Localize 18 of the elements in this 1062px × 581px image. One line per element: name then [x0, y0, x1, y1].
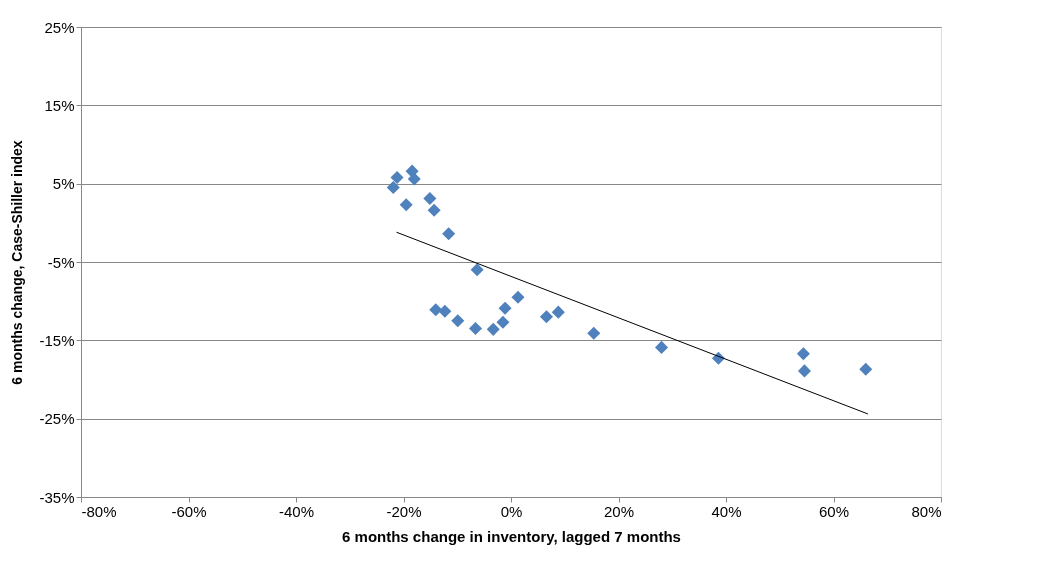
x-tick-label: 80%: [911, 502, 942, 520]
x-tick-label: 0%: [500, 502, 523, 520]
y-tick-label: 25%: [44, 18, 75, 36]
y-tick-label: -15%: [39, 331, 75, 349]
x-tick-label: 60%: [818, 502, 850, 520]
x-tick-label: -20%: [386, 502, 422, 520]
y-tick-label: -25%: [39, 410, 75, 428]
x-axis-title: 6 months change in inventory, lagged 7 months: [342, 527, 681, 545]
y-tick-label: 5%: [52, 175, 75, 193]
y-tick-label: -5%: [47, 253, 75, 271]
x-tick-label: 20%: [603, 502, 635, 520]
x-tick-label: 40%: [711, 502, 742, 520]
x-tick-label: -60%: [171, 502, 207, 520]
x-tick-label: -80%: [81, 502, 117, 520]
y-tick-label: 15%: [44, 96, 75, 114]
y-tick-label: -35%: [39, 488, 75, 506]
x-tick-label: -40%: [278, 502, 315, 520]
y-axis-title: 6 months change, Case-Shiller index: [9, 140, 26, 385]
